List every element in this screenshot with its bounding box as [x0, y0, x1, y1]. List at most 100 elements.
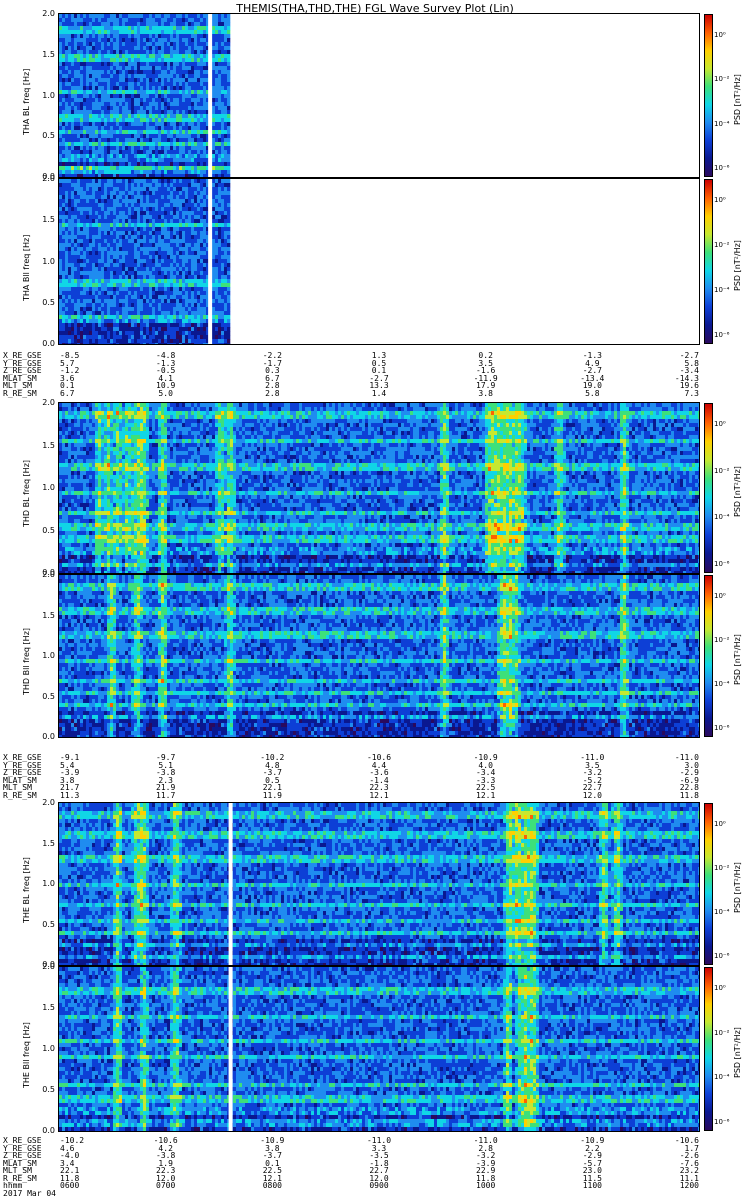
ephemeris-label: Y_RE_GSE	[3, 761, 42, 770]
y-tick-label: 2.0	[31, 798, 55, 807]
ephemeris-value: -10.6	[675, 1137, 699, 1145]
ephemeris-value: 0.1	[265, 1159, 279, 1168]
ephemeris-value: 11.3	[60, 791, 79, 800]
ephemeris-value: 23.0	[583, 1167, 602, 1175]
ephemeris-value: -11.0	[675, 754, 699, 762]
ephemeris-value: 22.5	[476, 784, 495, 792]
ephemeris-row: Y_RE_GSE 5.4 5.1 4.8 4.4 4.0 3.5 3.0	[0, 761, 750, 770]
ephemeris-value: -3.7	[263, 769, 282, 777]
ephemeris-value: 0900	[369, 1182, 388, 1190]
ephemeris-value: 0800	[263, 1182, 282, 1190]
colorbar-tick-label: 10⁻²	[714, 636, 729, 644]
y-tick-label: 0.0	[31, 960, 55, 969]
ephemeris-value: -10.2	[60, 1137, 84, 1145]
ephemeris-value: 12.0	[156, 1174, 175, 1183]
ephemeris-tha: X_RE_GSE -8.5 -4.8 -2.2 1.3 0.2 -1.3 -2.7 Y_RE_G…	[0, 352, 750, 397]
ephemeris-value: 3.8	[265, 1144, 279, 1153]
ephemeris-value: -1.6	[476, 367, 495, 375]
ephemeris-value: 21.9	[156, 784, 175, 792]
ephemeris-value: -1.8	[369, 1159, 388, 1168]
colorbar-tick-label: 10⁻⁶	[714, 331, 729, 339]
ephemeris-value: 4.0	[478, 761, 492, 770]
ephemeris-value: 12.1	[476, 791, 495, 800]
colorbar	[704, 179, 713, 344]
colorbar-tick-label: 10⁻⁴	[714, 286, 729, 294]
ephemeris-value: -2.7	[583, 367, 602, 375]
ephemeris-value: 0600	[60, 1182, 79, 1190]
data-gap	[208, 14, 213, 177]
ephemeris-the: X_RE_GSE -10.2 -10.6 -10.9 -11.0 -11.0 -10.9 -1…	[0, 1137, 750, 1190]
colorbar-tick-label: 10⁻⁶	[714, 164, 729, 172]
ephemeris-value: -1.3	[583, 352, 602, 360]
ephemeris-value: -2.9	[680, 769, 699, 777]
ephemeris-label: MLT_SM	[3, 1167, 32, 1175]
ephemeris-value: 1.7	[685, 1144, 699, 1153]
ephemeris-value: -3.6	[369, 769, 388, 777]
ephemeris-value: 21.7	[60, 784, 79, 792]
ephemeris-thd: X_RE_GSE -9.1 -9.7 -10.2 -10.6 -10.9 -11.0 -11.…	[0, 754, 750, 799]
ephemeris-value: -3.8	[156, 769, 175, 777]
ephemeris-label: R_RE_SM	[3, 1174, 37, 1183]
ephemeris-row: MLAT_SM 3.6 4.1 6.7 -2.7 -11.9 -13.4 -14.3	[0, 374, 750, 383]
ephemeris-label: MLAT_SM	[3, 1159, 37, 1168]
spectrogram-thd-bl	[59, 403, 699, 573]
ephemeris-label: MLT_SM	[3, 784, 32, 792]
ephemeris-value: -14.3	[675, 374, 699, 383]
ephemeris-value: 11.1	[680, 1174, 699, 1183]
ephemeris-value: 19.0	[583, 382, 602, 390]
colorbar-tick-label: 10⁰	[714, 420, 726, 428]
ephemeris-value: -6.9	[680, 776, 699, 785]
colorbar-tick-label: 10⁰	[714, 820, 726, 828]
ephemeris-value: -3.4	[476, 769, 495, 777]
ephemeris-value: 22.1	[60, 1167, 79, 1175]
ephemeris-label: hhmm	[3, 1182, 22, 1190]
ephemeris-value: 0.5	[372, 359, 386, 368]
ephemeris-value: 23.2	[680, 1167, 699, 1175]
ephemeris-value: 11.5	[583, 1174, 602, 1183]
y-tick-label: 0.5	[31, 920, 55, 929]
ephemeris-value: -1.2	[60, 367, 79, 375]
colorbar-label: PSD [nT²/Hz]	[733, 862, 742, 913]
ephemeris-value: 5.4	[60, 761, 74, 770]
ephemeris-value: 4.8	[265, 761, 279, 770]
colorbar	[704, 803, 713, 965]
y-tick-label: 1.5	[31, 839, 55, 848]
ephemeris-value: -7.6	[680, 1159, 699, 1168]
ephemeris-value: 12.0	[583, 791, 602, 800]
ephemeris-value: -11.0	[580, 754, 604, 762]
ephemeris-value: 19.6	[680, 382, 699, 390]
y-tick-label: 1.0	[31, 879, 55, 888]
ephemeris-label: MLT_SM	[3, 382, 32, 390]
ephemeris-value: 6.7	[60, 389, 74, 398]
ephemeris-value: -2.7	[369, 374, 388, 383]
panel-tha-bll	[58, 178, 700, 345]
ephemeris-value: -10.9	[580, 1137, 604, 1145]
ephemeris-value: 12.1	[369, 791, 388, 800]
ephemeris-value: 3.5	[585, 761, 599, 770]
ephemeris-value: -3.2	[583, 769, 602, 777]
y-tick-label: 1.0	[31, 483, 55, 492]
ephemeris-value: -9.7	[156, 754, 175, 762]
colorbar-tick-label: 10⁻⁶	[714, 952, 729, 960]
y-tick-label: 2.0	[31, 9, 55, 18]
ephemeris-row: MLT_SM 21.7 21.9 22.1 22.3 22.5 22.7 22.8	[0, 784, 750, 792]
ephemeris-row: Z_RE_GSE -4.0 -3.8 -3.7 -3.5 -3.2 -2.9 -2.6	[0, 1152, 750, 1160]
ephemeris-value: 1200	[680, 1182, 699, 1190]
ephemeris-value: 5.0	[158, 389, 172, 398]
ephemeris-value: -10.6	[154, 1137, 178, 1145]
colorbar-tick-label: 10⁻²	[714, 1029, 729, 1037]
ephemeris-label: X_RE_GSE	[3, 352, 42, 360]
ephemeris-value: 0.2	[478, 352, 492, 360]
ephemeris-value: 11.8	[60, 1174, 79, 1183]
ephemeris-value: -10.6	[367, 754, 391, 762]
ephemeris-value: 11.8	[680, 791, 699, 800]
ephemeris-value: 22.1	[263, 784, 282, 792]
ephemeris-value: -2.6	[680, 1152, 699, 1160]
y-axis-label: THA Bll freq [Hz]	[22, 234, 31, 300]
y-tick-label: 1.5	[31, 215, 55, 224]
ephemeris-value: -3.7	[263, 1152, 282, 1160]
ephemeris-value: -3.2	[476, 1152, 495, 1160]
panel-the-bll	[58, 966, 700, 1132]
colorbar-label: PSD [nT²/Hz]	[733, 1027, 742, 1078]
ephemeris-label: X_RE_GSE	[3, 1137, 42, 1145]
